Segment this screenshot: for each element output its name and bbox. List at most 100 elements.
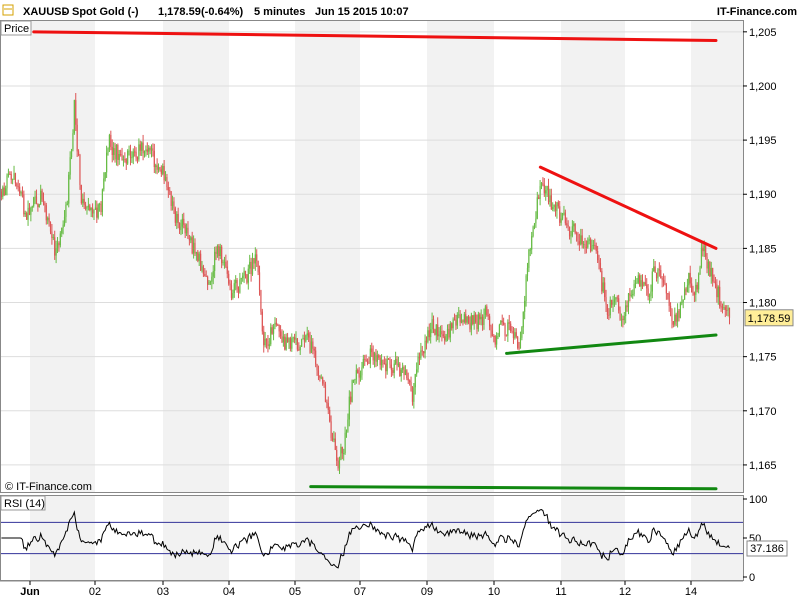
- candle: [712, 267, 714, 287]
- candle: [709, 260, 711, 277]
- candle: [481, 314, 484, 331]
- candle: [507, 319, 509, 342]
- candle: [439, 325, 442, 338]
- candle: [625, 300, 627, 324]
- candle: [181, 213, 183, 235]
- candle: [261, 308, 263, 335]
- candle: [166, 173, 168, 191]
- candle: [68, 171, 70, 208]
- rsi-session-shading: [30, 496, 743, 580]
- candle: [479, 312, 481, 325]
- candle: [305, 334, 307, 343]
- x-tick-label: 09: [421, 586, 433, 598]
- candle: [127, 149, 129, 165]
- candle: [706, 253, 708, 274]
- candle: [676, 303, 679, 328]
- candle: [417, 352, 419, 373]
- candle: [696, 282, 698, 293]
- candle: [375, 349, 377, 368]
- candle: [653, 258, 655, 272]
- candle: [17, 179, 19, 192]
- price-candles: [0, 93, 731, 474]
- candle: [573, 221, 575, 233]
- candle: [118, 149, 120, 165]
- candle: [310, 335, 313, 354]
- candle: [331, 432, 334, 442]
- candle: [7, 168, 10, 178]
- svg-text:1,178.59: 1,178.59: [748, 313, 791, 325]
- candle: [723, 301, 725, 310]
- candle: [594, 238, 596, 250]
- candle: [376, 350, 378, 367]
- candle: [162, 163, 164, 176]
- candle: [521, 326, 523, 341]
- candle: [2, 185, 4, 200]
- x-tick-label: 14: [685, 586, 697, 598]
- candle: [669, 302, 672, 317]
- candle: [402, 362, 404, 373]
- price-panel: Price © IT-Finance.com 1,1651,1701,1751,…: [0, 20, 794, 493]
- candle: [153, 143, 155, 174]
- candle: [48, 213, 50, 227]
- triangle-support-line: [505, 333, 718, 355]
- candle: [456, 312, 458, 329]
- candle: [493, 334, 495, 343]
- y-tick-label: 1,175: [749, 352, 777, 364]
- candle: [434, 328, 436, 336]
- candle: [308, 330, 310, 343]
- brand-label: IT-Finance.com: [717, 6, 797, 18]
- candle: [47, 216, 49, 225]
- candle: [500, 320, 502, 325]
- candle: [399, 362, 401, 377]
- candle: [477, 311, 479, 332]
- candle: [430, 322, 432, 344]
- candle: [467, 314, 470, 325]
- candle: [171, 195, 174, 211]
- candle: [141, 141, 143, 157]
- candle: [289, 336, 291, 352]
- time-x-axis: Jun 02 03 04 05 07 09 10 11 12 14: [0, 580, 743, 598]
- x-tick-label: 12: [619, 586, 631, 598]
- candle: [608, 308, 610, 321]
- symbol-label: XAUUSD: [23, 6, 70, 18]
- candle: [595, 242, 597, 254]
- candle: [313, 346, 315, 358]
- y-tick-label: 1,205: [749, 27, 777, 39]
- candle: [615, 296, 617, 305]
- candle: [122, 155, 125, 167]
- candle: [553, 204, 555, 212]
- candle: [270, 323, 272, 347]
- candle: [343, 448, 345, 461]
- candle: [70, 148, 73, 160]
- candle: [205, 270, 207, 278]
- candle: [451, 322, 453, 331]
- candle: [476, 314, 478, 335]
- candle: [604, 277, 606, 302]
- header-bar: XAUUSD - Spot Gold (-) 1,178.59 (-0.64%)…: [0, 0, 800, 20]
- candle: [400, 367, 402, 382]
- candle: [89, 203, 91, 212]
- candle: [613, 294, 616, 307]
- candle: [564, 209, 566, 226]
- candle: [230, 280, 233, 301]
- candle: [201, 260, 203, 273]
- candle: [319, 375, 321, 382]
- candle: [683, 282, 686, 300]
- candle: [580, 228, 582, 246]
- candle: [650, 284, 652, 302]
- candle: [531, 231, 533, 255]
- candle: [195, 251, 198, 261]
- candle: [288, 337, 290, 349]
- candle: [106, 145, 108, 178]
- candle: [407, 372, 409, 384]
- candle: [719, 280, 721, 309]
- candle: [536, 191, 538, 220]
- candle: [178, 222, 181, 235]
- candle: [517, 335, 519, 350]
- y-tick-label: 1,185: [749, 243, 777, 255]
- candle: [128, 145, 130, 156]
- candle: [27, 200, 29, 226]
- candle: [577, 232, 579, 246]
- candle: [51, 223, 53, 245]
- candle: [404, 365, 407, 376]
